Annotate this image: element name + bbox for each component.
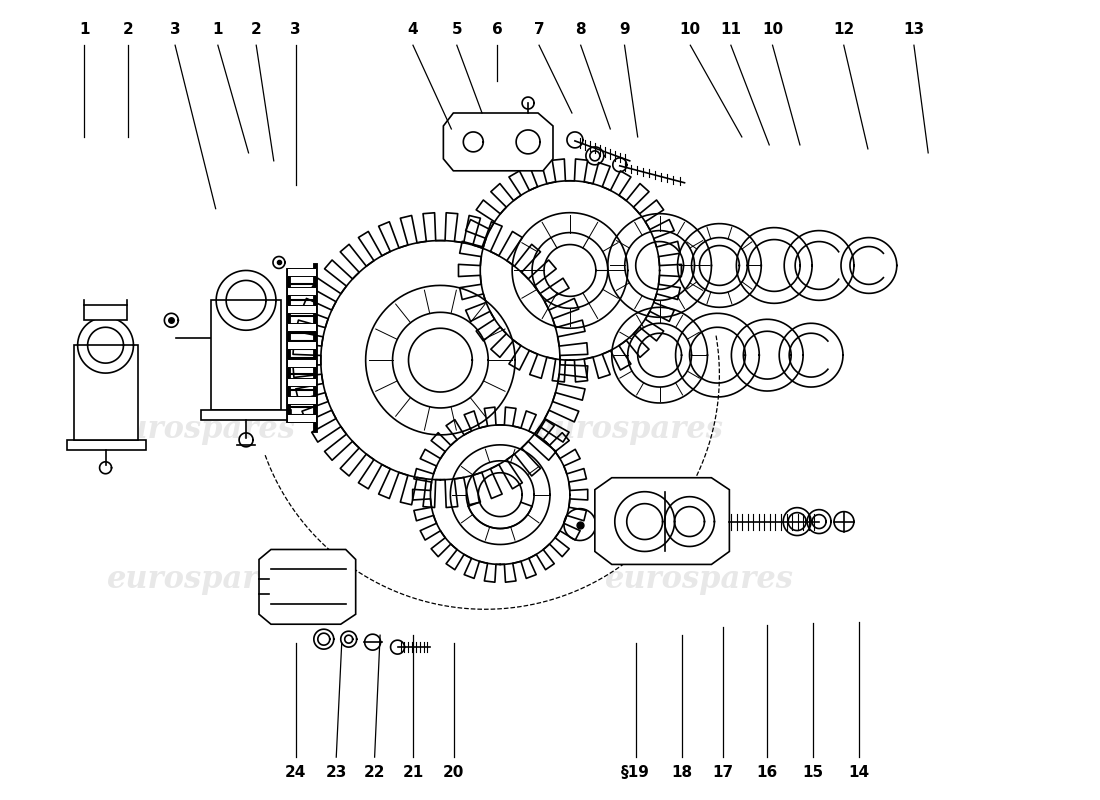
Text: 12: 12 xyxy=(833,22,855,38)
Text: 1: 1 xyxy=(212,22,223,38)
Text: eurospares: eurospares xyxy=(107,414,296,446)
Bar xyxy=(287,414,316,422)
Bar xyxy=(287,269,316,277)
Text: 7: 7 xyxy=(534,22,544,38)
Text: 1: 1 xyxy=(79,22,89,38)
Text: 20: 20 xyxy=(443,765,464,780)
Bar xyxy=(287,286,316,294)
Polygon shape xyxy=(67,440,146,450)
Bar xyxy=(211,300,280,410)
Text: eurospares: eurospares xyxy=(107,564,296,595)
Bar xyxy=(287,378,316,386)
Text: 2: 2 xyxy=(251,22,262,38)
Polygon shape xyxy=(201,410,290,420)
Text: 6: 6 xyxy=(492,22,503,38)
Text: eurospares: eurospares xyxy=(605,564,794,595)
Text: 14: 14 xyxy=(848,765,870,780)
Text: 3: 3 xyxy=(169,22,180,38)
Text: 15: 15 xyxy=(803,765,824,780)
Text: 10: 10 xyxy=(762,22,783,38)
Bar xyxy=(287,342,316,349)
Text: 22: 22 xyxy=(364,765,385,780)
Text: 9: 9 xyxy=(619,22,630,38)
Text: 16: 16 xyxy=(757,765,778,780)
Text: 11: 11 xyxy=(720,22,741,38)
Text: 24: 24 xyxy=(285,765,307,780)
Polygon shape xyxy=(258,550,355,624)
Text: 17: 17 xyxy=(713,765,734,780)
Text: 21: 21 xyxy=(403,765,424,780)
Bar xyxy=(287,359,316,367)
Polygon shape xyxy=(595,478,729,565)
Text: 23: 23 xyxy=(326,765,346,780)
Text: 3: 3 xyxy=(290,22,301,38)
Text: 18: 18 xyxy=(671,765,692,780)
Text: §19: §19 xyxy=(621,765,650,780)
Text: 13: 13 xyxy=(903,22,924,38)
Text: 5: 5 xyxy=(451,22,462,38)
Bar xyxy=(84,306,128,320)
Text: 4: 4 xyxy=(408,22,418,38)
Polygon shape xyxy=(443,113,553,170)
Bar xyxy=(287,396,316,404)
Bar xyxy=(287,305,316,313)
Bar xyxy=(287,323,316,331)
Text: eurospares: eurospares xyxy=(536,414,724,446)
Text: 2: 2 xyxy=(122,22,133,38)
Bar xyxy=(74,345,139,440)
Text: 10: 10 xyxy=(680,22,701,38)
Text: 8: 8 xyxy=(575,22,586,38)
